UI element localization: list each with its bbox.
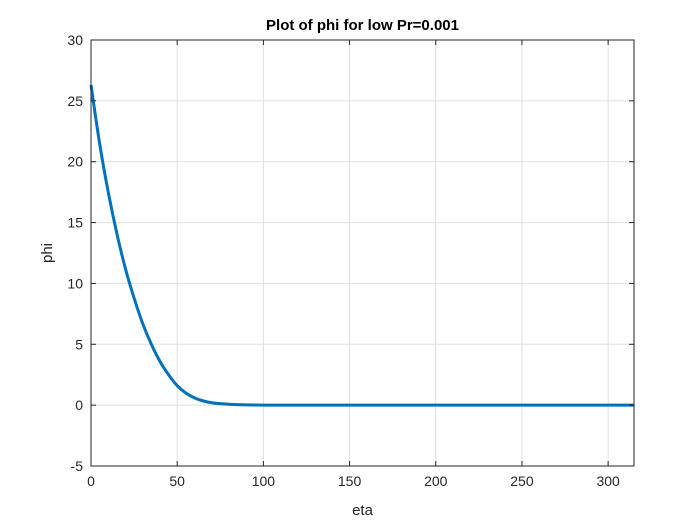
plot-area bbox=[91, 40, 634, 466]
x-tick-label: 300 bbox=[596, 473, 620, 489]
y-tick-label: 25 bbox=[67, 93, 83, 109]
y-tick-label: 30 bbox=[67, 32, 83, 48]
y-tick-label: 0 bbox=[75, 397, 83, 413]
x-tick-label: 200 bbox=[424, 473, 448, 489]
y-tick-label: -5 bbox=[71, 458, 84, 474]
y-tick-label: 15 bbox=[67, 215, 83, 231]
x-tick-label: 50 bbox=[169, 473, 185, 489]
tick-marks bbox=[90, 39, 634, 467]
axes-frame bbox=[90, 39, 635, 467]
x-tick-label: 100 bbox=[252, 473, 276, 489]
y-axis-label: phi bbox=[39, 243, 56, 263]
y-tick-label: 20 bbox=[67, 154, 83, 170]
x-axis-label: eta bbox=[352, 502, 374, 519]
y-tick-label: 5 bbox=[75, 336, 83, 352]
y-tick-labels: -5 0 5 10 15 20 25 30 bbox=[67, 32, 83, 474]
x-tick-label: 150 bbox=[338, 473, 362, 489]
x-tick-label: 250 bbox=[510, 473, 534, 489]
y-tick-label: 10 bbox=[67, 275, 83, 291]
x-tick-label: 0 bbox=[87, 473, 95, 489]
series-layer bbox=[89, 84, 634, 407]
phi-series-line bbox=[89, 84, 634, 407]
chart-title: Plot of phi for low Pr=0.001 bbox=[266, 17, 459, 34]
x-tick-labels: 0 50 100 150 200 250 300 bbox=[87, 473, 620, 489]
